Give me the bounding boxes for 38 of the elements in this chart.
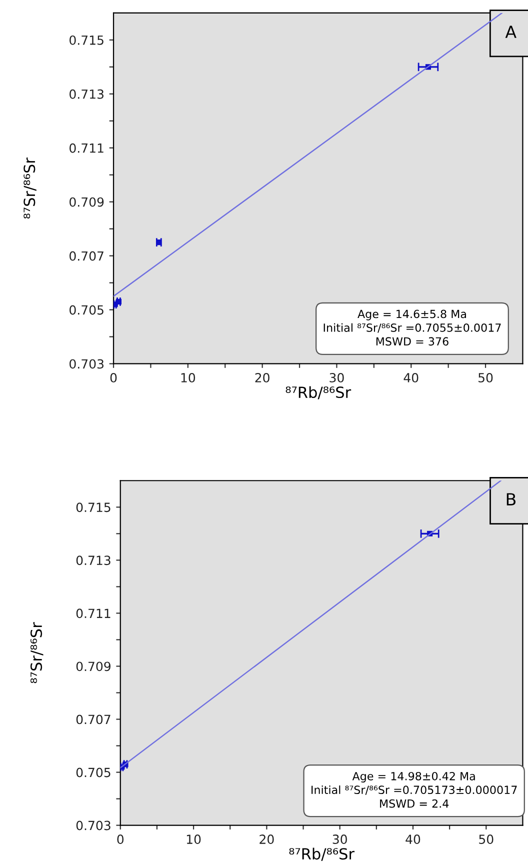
x-tick-label: 0 bbox=[110, 372, 117, 382]
y-tick-label: 0.715 bbox=[70, 35, 104, 45]
y-tick-label: 0.713 bbox=[70, 89, 104, 99]
y-tick-label: 0.703 bbox=[70, 359, 104, 369]
x-tick-label: 50 bbox=[479, 834, 494, 844]
annotation: Initial ⁸⁷Sr/⁸⁶Sr =0.7055±0.0017 bbox=[324, 323, 501, 333]
x-tick-label: 30 bbox=[332, 834, 347, 844]
annotation: MSWD = 376 bbox=[376, 337, 448, 346]
x-tick-label: 40 bbox=[404, 372, 418, 382]
y-tick-label: 0.711 bbox=[70, 143, 104, 153]
y-tick-label: 0.715 bbox=[76, 502, 110, 512]
annotation: B bbox=[506, 493, 516, 506]
y-axis-title: ⁸⁷Sr/⁸⁶Sr bbox=[24, 158, 36, 218]
x-tick-label: 50 bbox=[478, 372, 493, 382]
annotation: MSWD = 2.4 bbox=[380, 799, 449, 808]
x-tick-label: 20 bbox=[255, 372, 270, 382]
annotation: Age = 14.98±0.42 Ma bbox=[352, 772, 475, 782]
x-tick-label: 20 bbox=[260, 834, 274, 844]
annotation: A bbox=[505, 26, 516, 38]
x-tick-label: 40 bbox=[406, 834, 420, 844]
y-tick-label: 0.709 bbox=[76, 662, 110, 672]
y-tick-label: 0.709 bbox=[70, 197, 104, 207]
y-tick-label: 0.707 bbox=[70, 251, 104, 261]
y-tick-label: 0.707 bbox=[76, 714, 110, 724]
annotation: Age = 14.6±5.8 Ma bbox=[358, 310, 466, 320]
y-tick-label: 0.703 bbox=[76, 820, 110, 830]
x-tick-label: 0 bbox=[117, 834, 124, 844]
x-axis-title: ⁸⁷Rb/⁸⁶Sr bbox=[286, 386, 352, 400]
y-axis-title: ⁸⁷Sr/⁸⁶Sr bbox=[30, 622, 44, 684]
x-tick-label: 10 bbox=[186, 834, 201, 844]
y-tick-label: 0.711 bbox=[76, 608, 110, 618]
y-tick-label: 0.705 bbox=[76, 768, 110, 778]
x-axis-title: ⁸⁷Rb/⁸⁶Sr bbox=[289, 848, 355, 861]
annotation: Initial ⁸⁷Sr/⁸⁶Sr =0.705173±0.000017 bbox=[312, 785, 517, 795]
y-tick-label: 0.705 bbox=[70, 305, 104, 315]
y-tick-label: 0.713 bbox=[76, 556, 110, 566]
x-tick-label: 30 bbox=[330, 372, 344, 382]
x-tick-label: 10 bbox=[181, 372, 196, 382]
